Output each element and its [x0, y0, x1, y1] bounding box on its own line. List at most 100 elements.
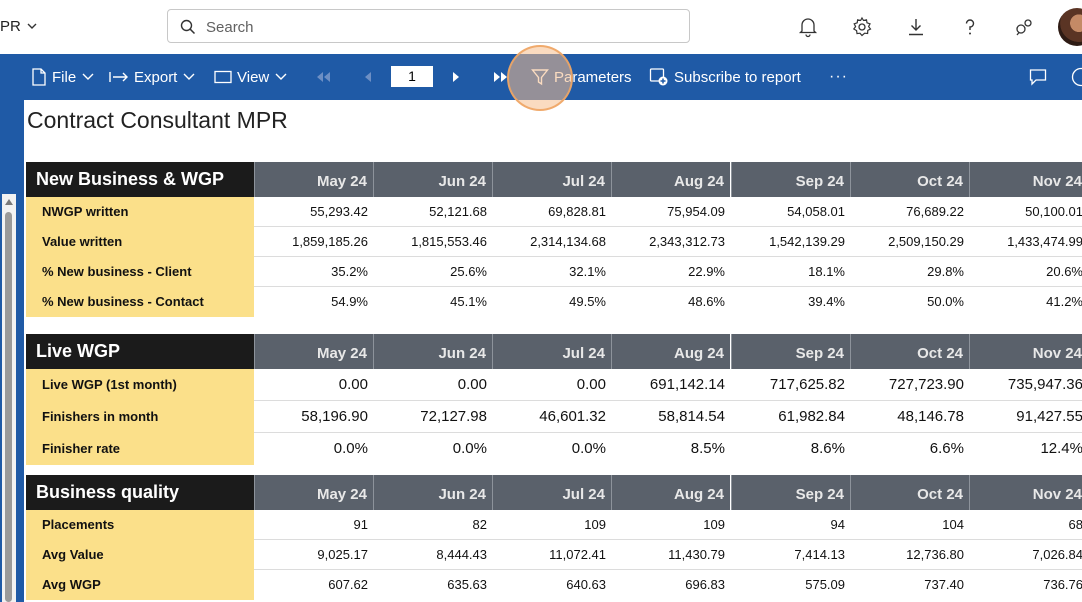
page-number-input[interactable]: 1 [391, 66, 433, 87]
chevron-down-icon [183, 73, 195, 80]
view-menu[interactable]: View [214, 54, 288, 100]
row-divider [254, 400, 1082, 401]
table-cell: 58,196.90 [301, 408, 368, 425]
last-page-icon[interactable] [492, 70, 510, 84]
table-cell: 12.4% [1040, 440, 1082, 457]
table-cell: 109 [584, 517, 606, 532]
month-header: May 24 [254, 162, 373, 197]
row-label: Finisher rate [26, 433, 254, 465]
table-cell: 6.6% [929, 440, 964, 457]
row-label: Finishers in month [26, 401, 254, 433]
month-header: Jun 24 [373, 162, 492, 197]
table-cell: 717,625.82 [769, 376, 845, 393]
table-cell: 1,542,139.29 [769, 234, 845, 249]
table-cell: 1,815,553.46 [411, 234, 487, 249]
export-icon [109, 72, 128, 82]
table-cell: 737.40 [924, 577, 964, 592]
first-page-icon[interactable] [314, 70, 332, 84]
table-cell: 41.2% [1046, 294, 1082, 309]
chevron-down-icon [82, 73, 94, 80]
row-divider [254, 226, 1082, 227]
section-header: Business quality [26, 475, 254, 510]
file-menu[interactable]: File [31, 54, 95, 100]
table-cell: 94 [830, 517, 845, 532]
help-icon[interactable] [959, 16, 981, 38]
vertical-scrollbar[interactable] [2, 194, 16, 602]
report-title: Contract Consultant MPR [27, 107, 288, 133]
section-header: Live WGP [26, 334, 254, 369]
bell-icon[interactable] [797, 16, 819, 38]
subscribe-label: Subscribe to report [674, 68, 801, 86]
month-header: Aug 24 [611, 475, 730, 510]
month-header: Sep 24 [731, 475, 850, 510]
table-cell: 1,859,185.26 [292, 234, 368, 249]
export-menu[interactable]: Export [109, 54, 196, 100]
table-cell: 727,723.90 [888, 376, 964, 393]
search-icon [180, 19, 196, 35]
info-icon[interactable] [1070, 67, 1082, 87]
month-header: Jun 24 [373, 334, 492, 369]
table-cell: 8,444.43 [436, 547, 487, 562]
table-cell: 2,343,312.73 [649, 234, 725, 249]
scrollbar-thumb[interactable] [5, 212, 12, 602]
month-header: Aug 24 [611, 334, 730, 369]
search-input[interactable] [204, 16, 668, 38]
table-cell: 1,433,474.99 [1007, 234, 1082, 249]
table-cell: 20.6% [1046, 264, 1082, 279]
month-header: Nov 24 [969, 475, 1082, 510]
table-cell: 91,427.55 [1016, 408, 1082, 425]
table-cell: 48,146.78 [897, 408, 964, 425]
table-cell: 11,072.41 [549, 547, 606, 562]
table-cell: 7,414.13 [794, 547, 845, 562]
table-cell: 0.0% [571, 440, 606, 457]
month-header: Oct 24 [850, 475, 969, 510]
subscribe-icon [649, 68, 668, 86]
month-header: Jul 24 [492, 162, 611, 197]
more-options-button[interactable]: ··· [829, 68, 848, 85]
row-label: Avg Value [26, 540, 254, 570]
table-cell: 8.5% [690, 440, 725, 457]
scroll-up-icon[interactable] [5, 198, 13, 206]
table-cell: 104 [942, 517, 964, 532]
feedback-icon[interactable] [1013, 16, 1035, 38]
row-label: % New business - Client [26, 257, 254, 287]
table-cell: 640.63 [566, 577, 606, 592]
table-cell: 575.09 [805, 577, 845, 592]
month-header: May 24 [254, 334, 373, 369]
table-cell: 22.9% [688, 264, 725, 279]
previous-page-icon[interactable] [363, 70, 373, 84]
row-label: Avg WGP [26, 570, 254, 600]
month-header: Sep 24 [731, 334, 850, 369]
download-icon[interactable] [905, 16, 927, 38]
chevron-down-icon[interactable] [26, 20, 38, 32]
table-cell: 32.1% [569, 264, 606, 279]
next-page-icon[interactable] [451, 70, 461, 84]
month-header: Jul 24 [492, 475, 611, 510]
search-box[interactable] [167, 9, 690, 43]
avatar[interactable] [1058, 8, 1082, 46]
gear-icon[interactable] [851, 16, 873, 38]
table-cell: 69,828.81 [548, 204, 606, 219]
app-name[interactable]: PR [0, 18, 21, 35]
row-divider [254, 539, 1082, 540]
row-divider [254, 286, 1082, 287]
table-cell: 0.0% [333, 440, 368, 457]
table-cell: 18.1% [808, 264, 845, 279]
subscribe-button[interactable]: Subscribe to report [649, 54, 801, 100]
table-cell: 25.6% [450, 264, 487, 279]
month-header: Nov 24 [969, 162, 1082, 197]
comment-icon[interactable] [1029, 68, 1047, 86]
table-cell: 68 [1068, 517, 1082, 532]
table-cell: 82 [472, 517, 487, 532]
table-cell: 29.8% [927, 264, 964, 279]
row-divider [254, 432, 1082, 433]
month-header: Oct 24 [850, 334, 969, 369]
click-highlight [507, 45, 573, 111]
table-cell: 55,293.42 [310, 204, 368, 219]
month-header: Sep 24 [731, 162, 850, 197]
row-label: Value written [26, 227, 254, 257]
table-cell: 52,121.68 [429, 204, 487, 219]
table-cell: 635.63 [447, 577, 487, 592]
table-cell: 11,430.79 [668, 547, 725, 562]
month-header: Nov 24 [969, 334, 1082, 369]
